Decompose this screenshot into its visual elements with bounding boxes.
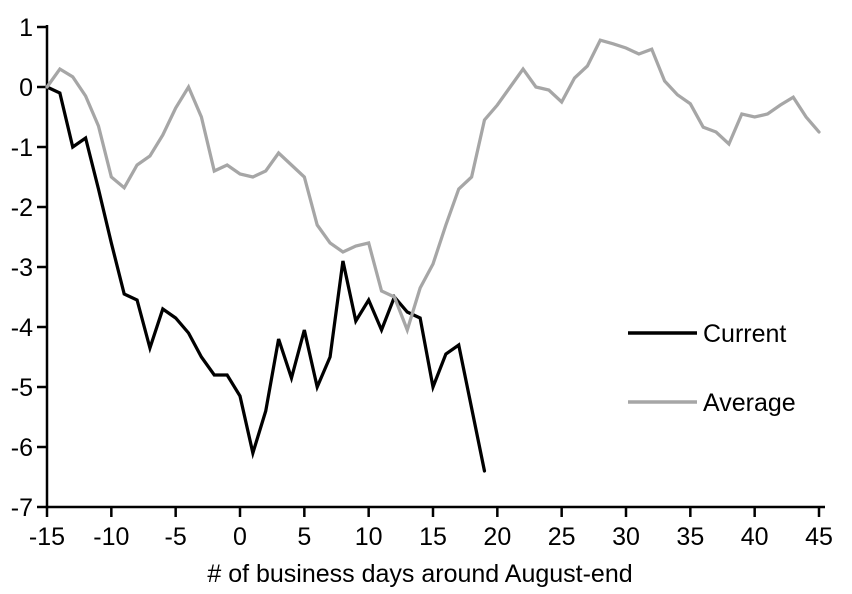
x-tick-label: 15 — [419, 523, 447, 551]
x-tick-label: 0 — [233, 523, 247, 551]
y-tick-label: -3 — [11, 254, 33, 282]
y-tick-label: -5 — [11, 374, 33, 402]
current-line — [45, 85, 487, 473]
x-tick-label: 20 — [483, 523, 511, 551]
y-tick-label: -2 — [11, 194, 33, 222]
series-lines — [45, 38, 821, 473]
x-tick-label: 5 — [297, 523, 311, 551]
y-tick-label: 0 — [19, 74, 33, 102]
x-tick-label: 40 — [741, 523, 769, 551]
legend-current-label: Current — [703, 320, 786, 348]
x-tick-label: -10 — [93, 523, 129, 551]
y-tick-label: -6 — [11, 434, 33, 462]
x-tick-label: 25 — [548, 523, 576, 551]
y-tick-label: 1 — [19, 14, 33, 42]
x-tick-label: 35 — [676, 523, 704, 551]
x-axis-title: # of business days around August-end — [207, 560, 632, 588]
x-tick-label: 10 — [355, 523, 383, 551]
legend: Current Average — [628, 320, 796, 417]
x-tick-label: -5 — [165, 523, 187, 551]
y-tick-label: -1 — [11, 134, 33, 162]
x-tick-label: 30 — [612, 523, 640, 551]
x-tick-label: -15 — [29, 523, 65, 551]
legend-average-label: Average — [703, 389, 796, 417]
axes: 10-1-2-3-4-5-6-7-15 -10 -5 0 5 10 15 20 25 30 35 40… — [11, 14, 833, 551]
y-tick-label: -4 — [11, 314, 33, 342]
average-line — [45, 38, 821, 335]
y-tick-label: -7 — [11, 494, 33, 522]
x-tick-label: 45 — [805, 523, 833, 551]
